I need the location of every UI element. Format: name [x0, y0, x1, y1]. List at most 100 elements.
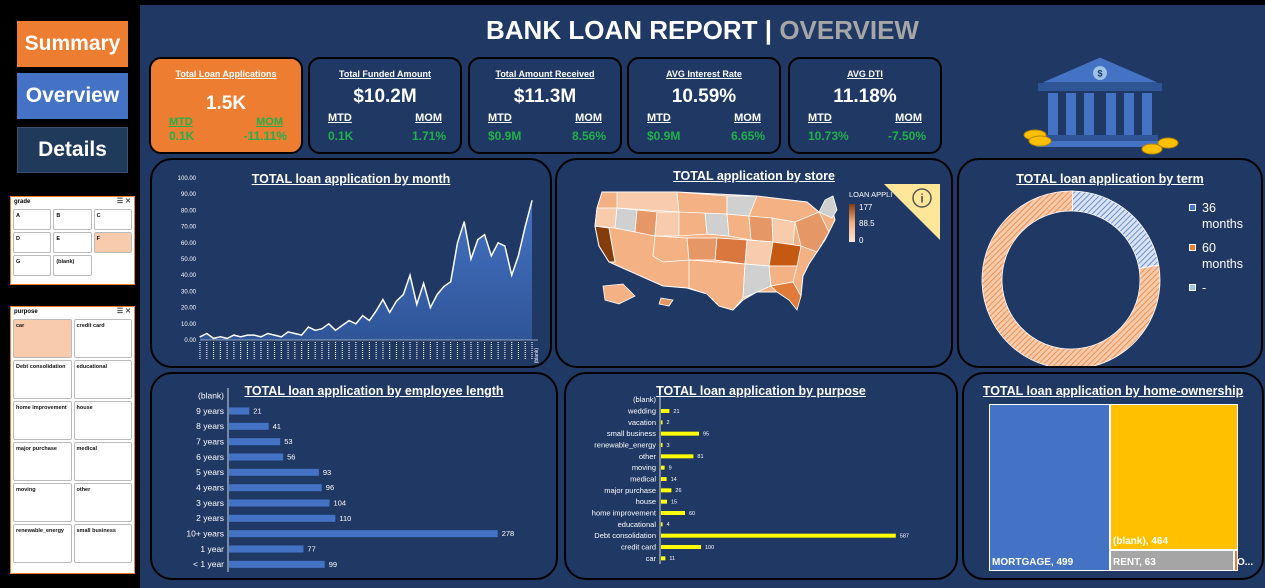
svg-text:i: i	[920, 192, 923, 206]
category-label: 6 years	[196, 452, 224, 462]
purpose-slicer-option[interactable]: renewable_energy	[13, 524, 72, 563]
value-label: 95	[703, 432, 709, 438]
kpi-mtd-label: MTD	[328, 112, 352, 124]
data-point	[389, 311, 391, 314]
bar	[661, 454, 694, 459]
category-label: vacation	[628, 418, 656, 427]
kpi-mom-label: MOM	[415, 112, 442, 124]
purpose-slicer-option[interactable]: house	[73, 401, 132, 440]
data-point	[409, 274, 411, 276]
data-point	[206, 332, 208, 335]
home-ownership-chart-title: TOTAL loan application by home-ownership	[982, 384, 1244, 398]
grade-slicer-option[interactable]: F	[93, 232, 132, 253]
nav-summary-button[interactable]: Summary	[17, 21, 128, 67]
emp-length-chart-title: TOTAL loan application by employee lengt…	[244, 384, 504, 398]
data-point	[382, 298, 384, 301]
bar	[661, 556, 666, 561]
legend-label: -	[1202, 281, 1207, 295]
value-label: 26	[675, 488, 681, 494]
grade-slicer-option[interactable]: G	[13, 255, 52, 276]
bar	[661, 409, 670, 413]
y-tick-label: 100.00	[178, 176, 197, 182]
value-label: 96	[326, 483, 334, 492]
data-point	[226, 337, 228, 339]
category-label: 5 years	[196, 467, 224, 477]
value-label: 53	[284, 437, 292, 446]
data-point	[233, 334, 235, 336]
bar	[661, 465, 665, 470]
data-point	[470, 258, 472, 260]
category-label: moving	[632, 463, 656, 472]
data-point	[287, 331, 289, 333]
clear-filter-icon[interactable]: ✕	[125, 198, 131, 205]
purpose-chart-title: TOTAL loan application by purpose	[656, 384, 866, 398]
grade-slicer-items: A B C D E F G (blank)	[11, 207, 134, 278]
treemap-tile-label: RENT, 63	[1113, 557, 1156, 568]
treemap-tile-label: O...	[1237, 557, 1254, 568]
data-point	[395, 300, 398, 302]
purpose-slicer-option[interactable]: educational	[73, 360, 132, 399]
grade-slicer-option[interactable]: A	[13, 209, 52, 230]
data-point	[422, 282, 425, 284]
data-point	[416, 303, 418, 305]
bar	[661, 511, 685, 515]
category-label: 1 year	[200, 544, 224, 554]
kpi-mtd-label: MTD	[808, 112, 832, 124]
bar	[229, 484, 322, 492]
info-icon[interactable]: i	[884, 184, 940, 240]
purpose-slicer-option[interactable]: moving	[13, 483, 72, 522]
nav-details-button[interactable]: Details	[17, 127, 128, 173]
purpose-slicer-option[interactable]: Debt consolidation	[13, 360, 72, 399]
area-fill	[200, 200, 532, 340]
data-point	[328, 323, 330, 325]
donut-slice	[1071, 190, 1160, 269]
data-point	[253, 334, 255, 336]
kpi-label: Total Funded Amount	[339, 69, 431, 79]
term-chart-title: TOTAL loan application by term	[1016, 172, 1204, 186]
bar	[229, 499, 330, 507]
data-point	[368, 319, 370, 322]
nav-overview-button[interactable]: Overview	[17, 73, 128, 119]
category-label: other	[639, 452, 657, 461]
multi-select-icon[interactable]: ☰	[116, 198, 124, 205]
value-label: 104	[334, 499, 347, 508]
clear-filter-icon[interactable]: ✕	[125, 308, 131, 315]
category-label: medical	[630, 475, 656, 484]
kpi-card: Total Funded Amount $10.2M MTD MOM 0.1K 1.71%	[308, 57, 462, 154]
purpose-slicer: purpose ☰ ✕ car credit card Debt consolida…	[10, 306, 135, 574]
data-point	[517, 255, 520, 257]
purpose-slicer-option[interactable]: home improvement	[13, 401, 72, 440]
y-tick-label: 10.00	[181, 322, 197, 328]
grade-slicer-option[interactable]: (blank)	[53, 255, 92, 276]
grade-slicer-title: grade	[14, 199, 31, 205]
map-legend-ramp	[849, 204, 855, 242]
bar	[229, 530, 498, 538]
purpose-slicer-option[interactable]: medical	[73, 442, 132, 481]
purpose-chart-card: TOTAL loan application by purpose (blank…	[564, 372, 958, 580]
purpose-slicer-option[interactable]: small business	[73, 524, 132, 563]
bar	[229, 468, 319, 476]
purpose-slicer-option[interactable]: car	[13, 319, 72, 358]
kpi-mom-value: 1.71%	[411, 129, 446, 143]
bar	[229, 407, 250, 415]
grade-slicer-option[interactable]: E	[53, 232, 92, 253]
purpose-slicer-option[interactable]: major purchase	[13, 442, 72, 481]
multi-select-icon[interactable]: ☰	[116, 308, 124, 315]
title-separator: |	[764, 15, 773, 45]
purpose-slicer-title: purpose	[14, 309, 38, 315]
grade-slicer-option[interactable]: B	[53, 209, 92, 230]
data-point	[199, 336, 201, 338]
kpi-mom-value: 6.65%	[730, 129, 765, 143]
data-point	[355, 323, 357, 325]
month-area-chart: 100.00 90.00 80.00 70.00 60.00 50.00 40.00 30.0…	[178, 176, 540, 363]
grade-slicer-option[interactable]: C	[93, 209, 132, 230]
purpose-slicer-option[interactable]: credit card	[73, 319, 132, 358]
value-label: 100	[705, 545, 714, 551]
category-label: (blank)	[198, 391, 224, 401]
data-point	[273, 334, 276, 336]
kpi-card: Total Amount Received $11.3M MTD MOM $0.9M 8.…	[468, 57, 622, 154]
grade-slicer-option[interactable]: D	[13, 232, 52, 253]
purpose-slicer-option[interactable]: other	[73, 483, 132, 522]
y-tick-label: 0.00	[184, 338, 196, 344]
bar	[229, 545, 304, 553]
